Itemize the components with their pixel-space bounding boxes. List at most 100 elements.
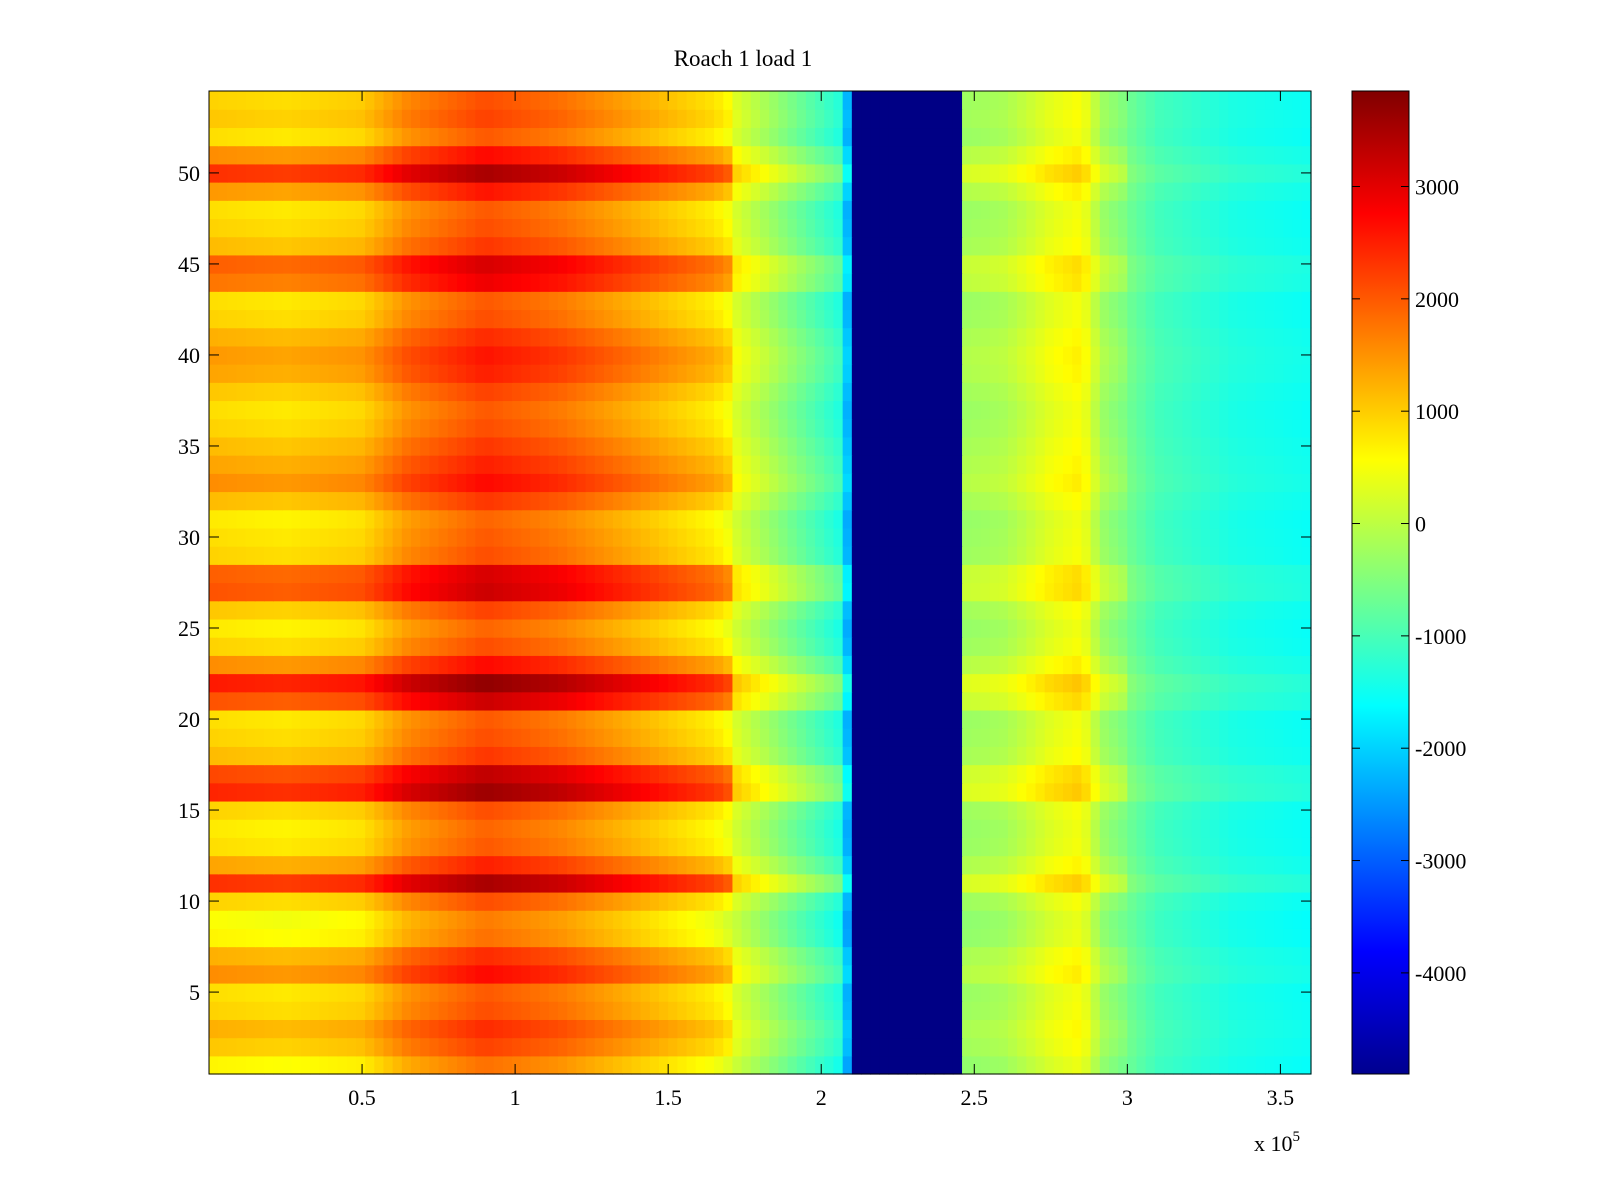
heatmap-cell [1274, 546, 1285, 565]
heatmap-cell [236, 1037, 247, 1057]
heatmap-cell [888, 982, 899, 1002]
heatmap-cell [833, 455, 844, 474]
heatmap-cell [512, 509, 522, 529]
heatmap-cell [1154, 764, 1165, 784]
heatmap-cell [310, 837, 320, 857]
heatmap-cell [273, 891, 284, 911]
heatmap-cell [732, 473, 743, 493]
heatmap-cell [824, 527, 835, 547]
heatmap-cell [319, 855, 329, 875]
heatmap-cell [456, 618, 467, 638]
heatmap-cell [1145, 982, 1156, 1002]
heatmap-cell [530, 782, 541, 802]
heatmap-cell [1072, 673, 1083, 693]
heatmap-cell [530, 637, 541, 656]
heatmap-cell [567, 1019, 577, 1039]
heatmap-cell [548, 618, 559, 638]
heatmap-cell [732, 509, 743, 529]
heatmap-cell [613, 309, 623, 329]
heatmap-cell [952, 400, 963, 420]
heatmap-cell [1154, 819, 1165, 838]
heatmap-cell [686, 455, 697, 474]
heatmap-cell [778, 800, 789, 820]
heatmap-cell [1255, 382, 1266, 402]
heatmap-cell [1044, 709, 1055, 729]
heatmap-cell [603, 982, 614, 1002]
heatmap-cell [677, 873, 688, 893]
heatmap-cell [236, 873, 247, 893]
heatmap-cell [631, 819, 642, 838]
heatmap-cell [557, 764, 568, 784]
heatmap-cell [392, 673, 403, 693]
heatmap-cell [658, 564, 669, 584]
heatmap-cell [355, 764, 366, 784]
heatmap-cell [1209, 910, 1220, 929]
heatmap-cell [282, 618, 293, 638]
heatmap-cell [411, 946, 421, 966]
heatmap-cell [750, 709, 761, 729]
heatmap-cell [1099, 691, 1110, 711]
heatmap-cell [668, 455, 678, 474]
heatmap-cell [264, 819, 274, 838]
heatmap-cell [851, 400, 862, 420]
heatmap-cell [1164, 1019, 1174, 1039]
heatmap-cell [447, 819, 458, 838]
heatmap-cell [1072, 582, 1083, 602]
heatmap-cell [1265, 964, 1275, 984]
heatmap-cell [1007, 418, 1018, 438]
heatmap-cell [704, 728, 715, 747]
heatmap-cell [677, 782, 688, 802]
heatmap-cell [1274, 673, 1285, 693]
heatmap-cell [1081, 491, 1092, 511]
heatmap-cell [567, 491, 577, 511]
heatmap-cell [787, 527, 798, 547]
heatmap-cell [355, 946, 366, 966]
heatmap-cell [1063, 819, 1073, 838]
heatmap-cell [576, 819, 587, 838]
heatmap-cell [328, 582, 339, 602]
heatmap-cell [1072, 527, 1083, 547]
heatmap-cell [861, 764, 871, 784]
heatmap-cell [824, 964, 835, 984]
heatmap-cell [750, 455, 761, 474]
heatmap-cell [557, 327, 568, 347]
heatmap-cell [1209, 473, 1220, 493]
heatmap-cell [218, 873, 228, 893]
heatmap-cell [1200, 691, 1211, 711]
heatmap-cell [686, 546, 697, 565]
heatmap-cell [1108, 600, 1119, 620]
heatmap-cell [548, 637, 559, 656]
heatmap-cell [1228, 637, 1239, 656]
heatmap-cell [1154, 364, 1165, 383]
heatmap-cell [1118, 600, 1128, 620]
heatmap-cell [1274, 509, 1285, 529]
heatmap-cell [337, 509, 348, 529]
heatmap-cell [1118, 782, 1128, 802]
heatmap-cell [557, 309, 568, 329]
heatmap-cell [1026, 618, 1037, 638]
heatmap-cell [989, 618, 1000, 638]
heatmap-cell [1164, 527, 1174, 547]
heatmap-cell [264, 746, 274, 766]
heatmap-cell [925, 509, 936, 529]
heatmap-cell [613, 1055, 623, 1075]
heatmap-cell [1228, 418, 1239, 438]
heatmap-cell [227, 891, 238, 911]
heatmap-cell [392, 564, 403, 584]
heatmap-cell [1246, 746, 1257, 766]
heatmap-cell [1154, 327, 1165, 347]
heatmap-cell [383, 873, 394, 893]
heatmap-cell [429, 509, 440, 529]
heatmap-cell [310, 709, 320, 729]
heatmap-cell [1274, 491, 1285, 511]
heatmap-cell [658, 709, 669, 729]
heatmap-cell [723, 364, 734, 383]
heatmap-cell [668, 491, 678, 511]
heatmap-cell [971, 400, 981, 420]
heatmap-cell [1063, 800, 1073, 820]
heatmap-cell [796, 491, 807, 511]
heatmap-cell [870, 819, 880, 838]
heatmap-cell [236, 891, 247, 911]
heatmap-cell [851, 891, 862, 911]
heatmap-cell [906, 364, 917, 383]
